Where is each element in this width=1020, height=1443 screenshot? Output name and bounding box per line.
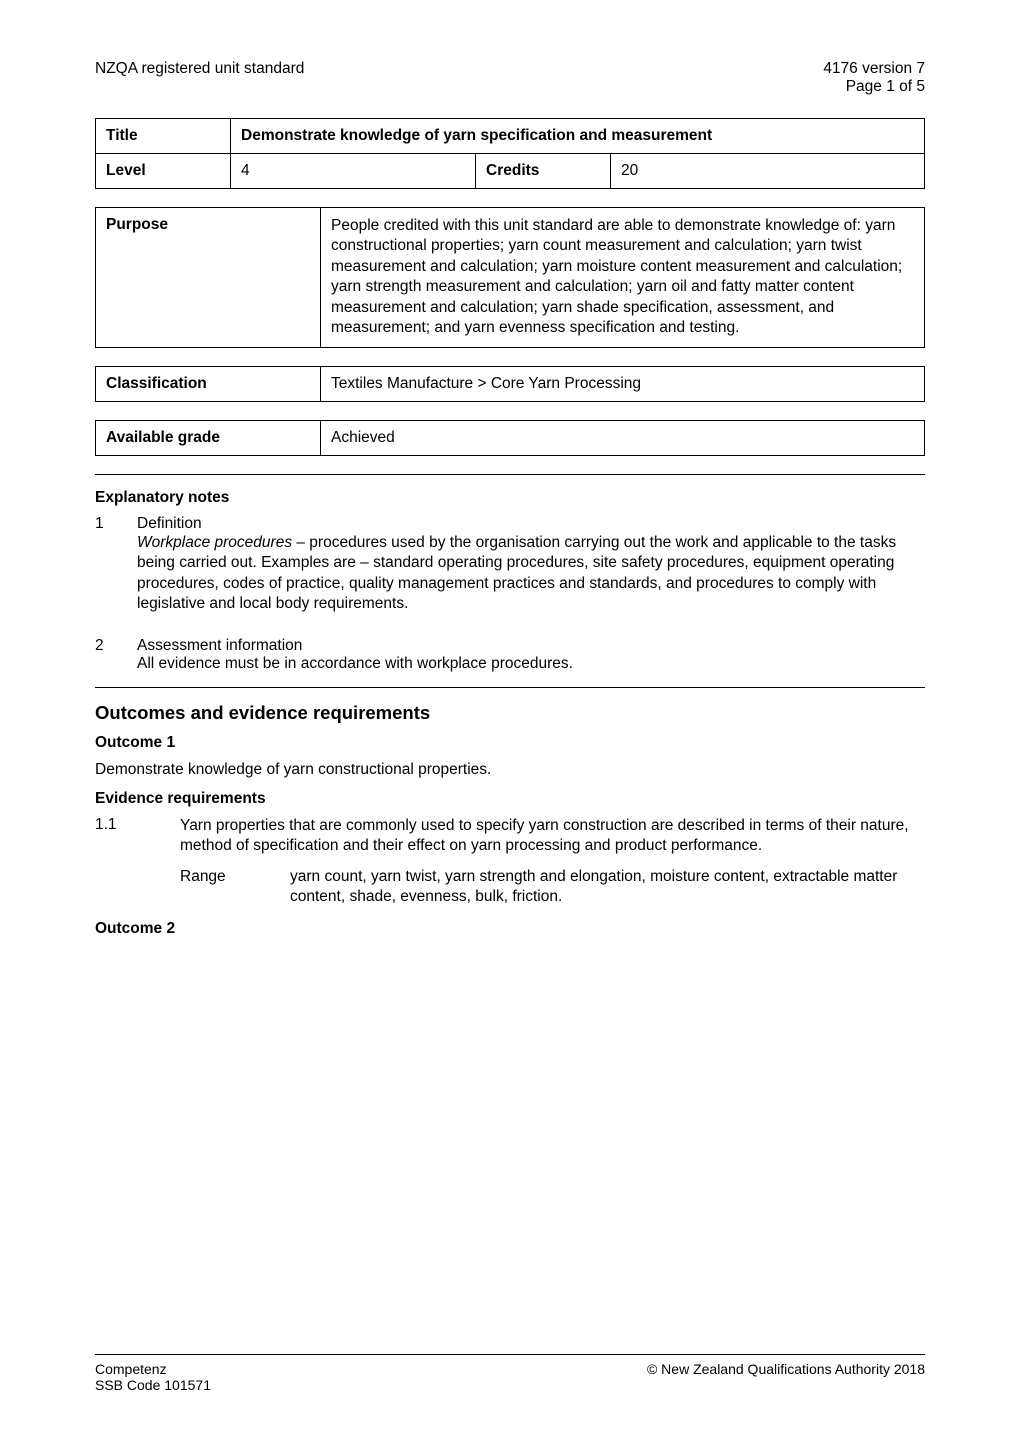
credits-value: 20: [611, 154, 925, 189]
evidence-item-1-1: 1.1 Yarn properties that are commonly us…: [95, 816, 925, 908]
header-standard-id: 4176 version 7: [823, 60, 925, 78]
grade-label: Available grade: [96, 420, 321, 455]
range-body: yarn count, yarn twist, yarn strength an…: [290, 867, 925, 908]
footer-org: Competenz: [95, 1361, 211, 1377]
classification-table: Classification Textiles Manufacture > Co…: [95, 366, 925, 402]
level-value: 4: [231, 154, 476, 189]
copyright-symbol: ©: [647, 1361, 657, 1377]
note-title: Definition: [137, 515, 925, 533]
footer-authority: New Zealand Qualifications Authority 201…: [661, 1361, 925, 1377]
explanatory-note-2: 2 Assessment information All evidence mu…: [95, 637, 925, 673]
credits-label: Credits: [476, 154, 611, 189]
explanatory-note-1: 1 Definition Workplace procedures – proc…: [95, 515, 925, 623]
note-title: Assessment information: [137, 637, 925, 655]
classification-value: Textiles Manufacture > Core Yarn Process…: [321, 366, 925, 401]
header-page-number: Page 1 of 5: [823, 78, 925, 96]
classification-label: Classification: [96, 366, 321, 401]
outcome-1-description: Demonstrate knowledge of yarn constructi…: [95, 760, 925, 780]
note-number: 1: [95, 515, 137, 623]
outcomes-heading: Outcomes and evidence requirements: [95, 702, 925, 724]
evidence-number: 1.1: [95, 816, 180, 908]
separator: [95, 474, 925, 475]
note-term: Workplace procedures: [137, 534, 292, 551]
footer-ssb-code: SSB Code 101571: [95, 1377, 211, 1393]
purpose-table: Purpose People credited with this unit s…: [95, 207, 925, 348]
footer-rule: [95, 1354, 925, 1355]
header-right: 4176 version 7 Page 1 of 5: [823, 60, 925, 96]
evidence-requirements-heading: Evidence requirements: [95, 790, 925, 808]
range-label: Range: [180, 867, 290, 908]
purpose-label: Purpose: [96, 208, 321, 348]
title-value: Demonstrate knowledge of yarn specificat…: [231, 119, 925, 154]
grade-value: Achieved: [321, 420, 925, 455]
note-number: 2: [95, 637, 137, 673]
outcome-1-label: Outcome 1: [95, 734, 925, 752]
separator: [95, 687, 925, 688]
grade-table: Available grade Achieved: [95, 420, 925, 456]
title-table: Title Demonstrate knowledge of yarn spec…: [95, 118, 925, 189]
outcome-2-label: Outcome 2: [95, 920, 925, 938]
explanatory-notes-list: 1 Definition Workplace procedures – proc…: [95, 515, 925, 673]
note-body: All evidence must be in accordance with …: [137, 655, 925, 673]
explanatory-heading: Explanatory notes: [95, 489, 925, 507]
title-label: Title: [96, 119, 231, 154]
evidence-body: Yarn properties that are commonly used t…: [180, 816, 925, 857]
level-label: Level: [96, 154, 231, 189]
purpose-value: People credited with this unit standard …: [321, 208, 925, 348]
page-header: NZQA registered unit standard 4176 versi…: [95, 60, 925, 96]
page-footer: Competenz SSB Code 101571 © New Zealand …: [95, 1354, 925, 1393]
header-left: NZQA registered unit standard: [95, 60, 304, 96]
